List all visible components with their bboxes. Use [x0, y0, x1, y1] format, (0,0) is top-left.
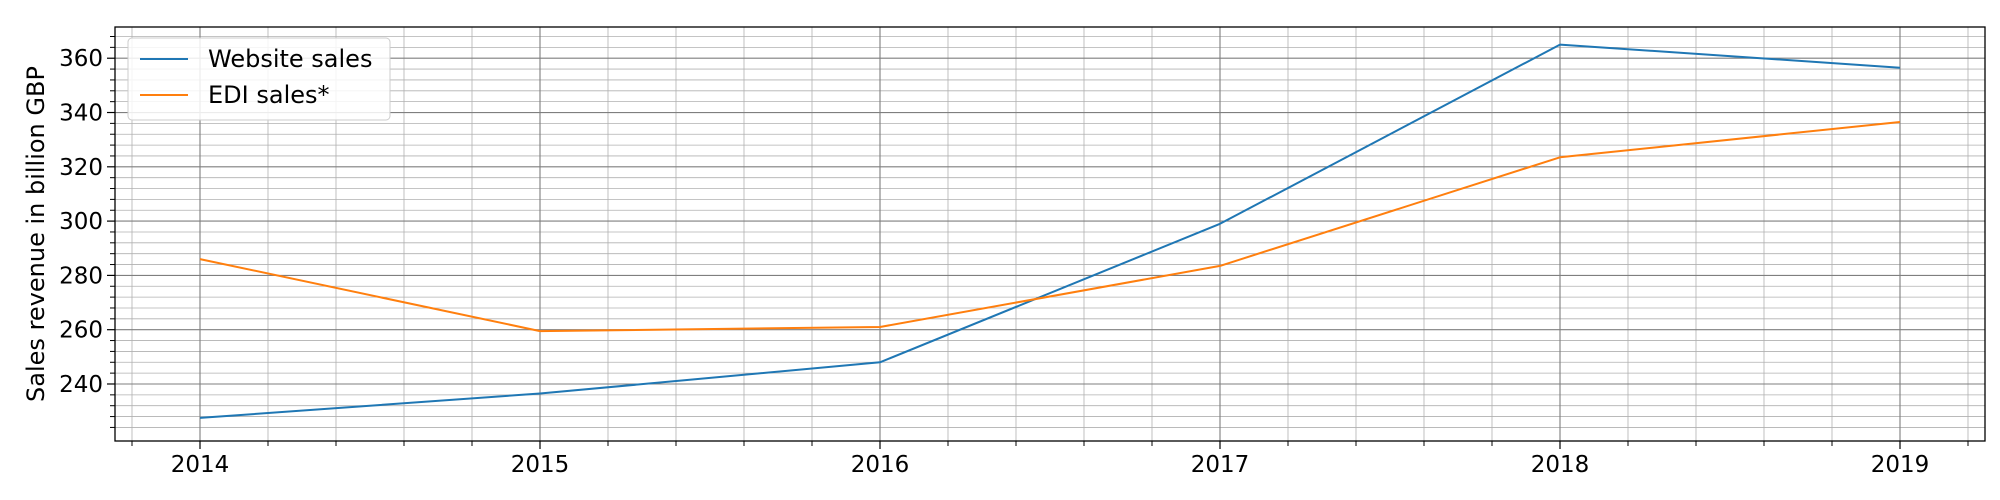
axis-ticks: 2014 2015 2016 2017 2018 2019 240 260 280 300 320 3…	[59, 36, 1969, 478]
y-tick-label: 260	[59, 318, 103, 344]
series-line	[199, 121, 1901, 333]
y-tick-label: 360	[59, 46, 103, 72]
y-tick-label: 280	[59, 263, 103, 289]
series-2	[199, 121, 1901, 333]
legend-label: Website sales	[208, 45, 372, 73]
x-tick-label: 2015	[511, 452, 570, 478]
x-tick-label: 2014	[171, 452, 230, 478]
x-tick-label: 2017	[1191, 452, 1250, 478]
plot-background	[115, 27, 1985, 441]
x-tick-label: 2016	[851, 452, 910, 478]
series-line	[199, 43, 1901, 419]
x-tick-label: 2019	[1871, 452, 1930, 478]
plot-frame	[114, 26, 1986, 442]
y-axis-title: Sales revenue in billion GBP	[22, 66, 50, 402]
legend: Website sales EDI sales*	[127, 37, 391, 121]
y-tick-label: 300	[59, 209, 103, 235]
series-1	[199, 43, 1901, 419]
x-tick-label: 2018	[1531, 452, 1590, 478]
y-tick-label: 240	[59, 372, 103, 398]
series-layer	[199, 43, 1901, 419]
grid-lines	[115, 27, 1985, 441]
legend-label: EDI sales*	[208, 81, 330, 109]
y-tick-label: 320	[59, 155, 103, 181]
legend-box	[127, 37, 391, 121]
y-tick-label: 340	[59, 101, 103, 127]
